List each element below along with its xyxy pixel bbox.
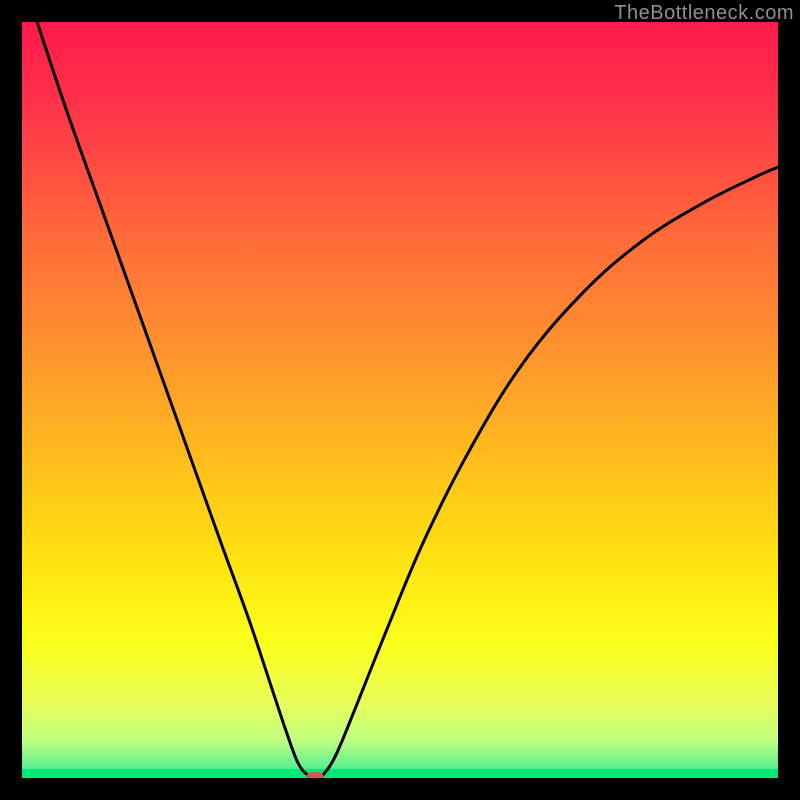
optimum-marker xyxy=(306,772,324,778)
watermark-text: TheBottleneck.com xyxy=(614,2,794,25)
bottleneck-curve xyxy=(22,22,778,778)
curve-path xyxy=(37,22,778,778)
chart-frame: TheBottleneck.com xyxy=(0,0,800,800)
plot-area xyxy=(22,22,778,778)
